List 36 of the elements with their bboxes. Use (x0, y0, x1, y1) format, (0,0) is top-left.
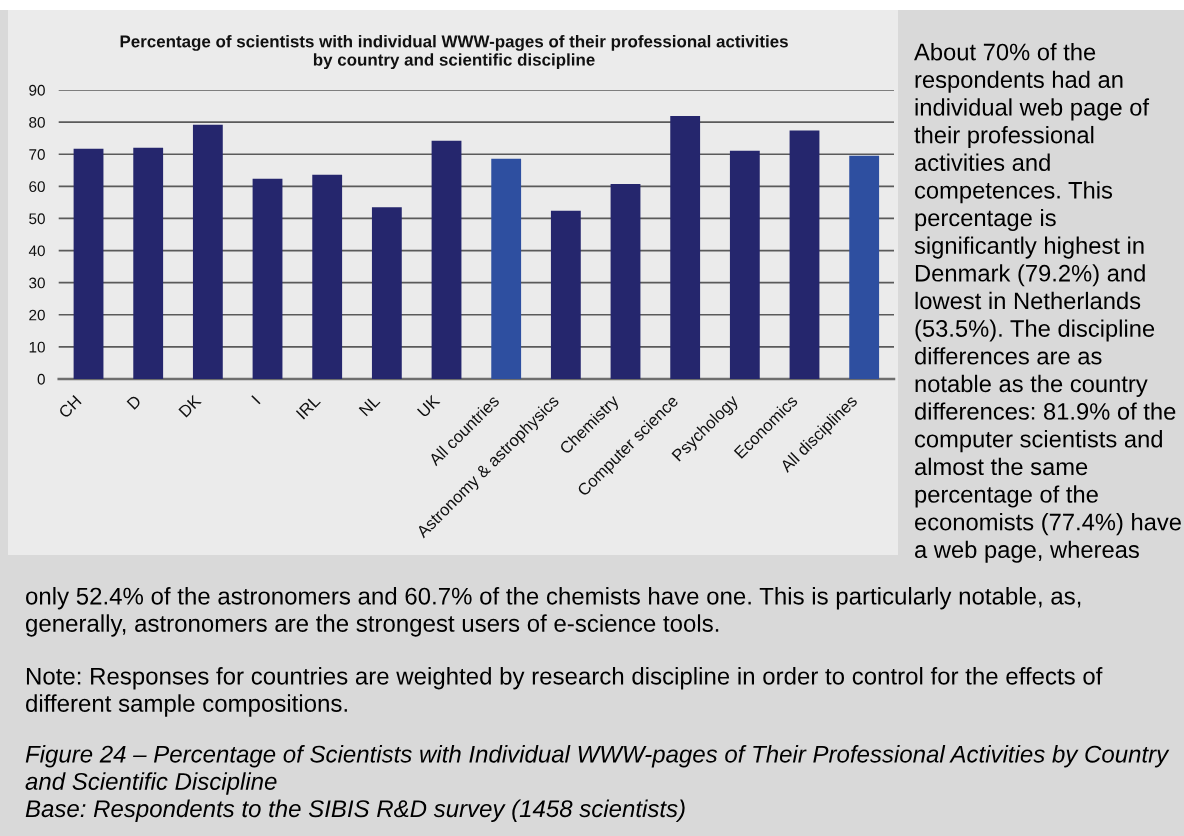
y-tick-label: 80 (29, 116, 45, 128)
y-tick-label: 60 (29, 181, 45, 193)
bar (371, 207, 402, 379)
bar (729, 150, 760, 379)
x-tick-label: NL (358, 394, 381, 417)
caption: Figure 24 – Percentage of Scientists with Individual WWW-pages of Their Professional Activities by Country and Scientific Discipline Base: Respondents to the SIBIS R&D survey (1458 scientists) (25, 745, 1170, 822)
bar (789, 130, 820, 379)
y-tick-label: 90 (29, 84, 45, 96)
x-tick-label: IRL (295, 394, 321, 420)
y-tick-label: 70 (29, 149, 45, 160)
x-tick-label: I (251, 395, 261, 405)
chart-title: Percentage of scientists with individual WWW-pages of their professional activities by country and scientific discipline (120, 35, 788, 70)
bar (73, 148, 104, 379)
text: Note: Responses for countries are weighted by research discipline in order to control for the effects of different sample compositions. (26, 667, 1103, 717)
y-tick-label: 0 (37, 373, 45, 385)
text: only 52.4% of the astronomers and 60.7% of the chemists have one. This is particularly notable, as, generally, astronomers are the strongest users of e-science tools. (26, 587, 1081, 637)
y-tick-label: 50 (29, 213, 45, 225)
y-tick-label: 40 (28, 245, 45, 257)
bar (550, 210, 581, 379)
bar (312, 174, 343, 379)
bar (610, 184, 641, 379)
bar (133, 147, 164, 379)
bar (192, 124, 223, 379)
bar (252, 178, 283, 379)
y-tick-label: 30 (29, 277, 45, 289)
y-tick-label: 20 (29, 309, 45, 321)
bar (670, 116, 701, 379)
x-tick-label: DK (178, 394, 202, 418)
text: About 70% of the respondents had an individual web page of their professional activities and competences. This percentage is significantly highest in Denmark (79.2%) and lowest in Netherlands (53.5%). The discipline differences are as notable as the country differences: 81.9% of the computer scientists and almost the same percentage of the economists (77.4%) have a web page, whereas (914, 43, 1181, 563)
x-tick-label: D (126, 394, 142, 410)
x-tick-label: CH (57, 394, 82, 419)
y-tick-label: 10 (29, 341, 45, 353)
bar (849, 155, 880, 379)
x-tick-label: UK (417, 394, 441, 418)
bar (491, 158, 522, 379)
bar (431, 140, 462, 379)
